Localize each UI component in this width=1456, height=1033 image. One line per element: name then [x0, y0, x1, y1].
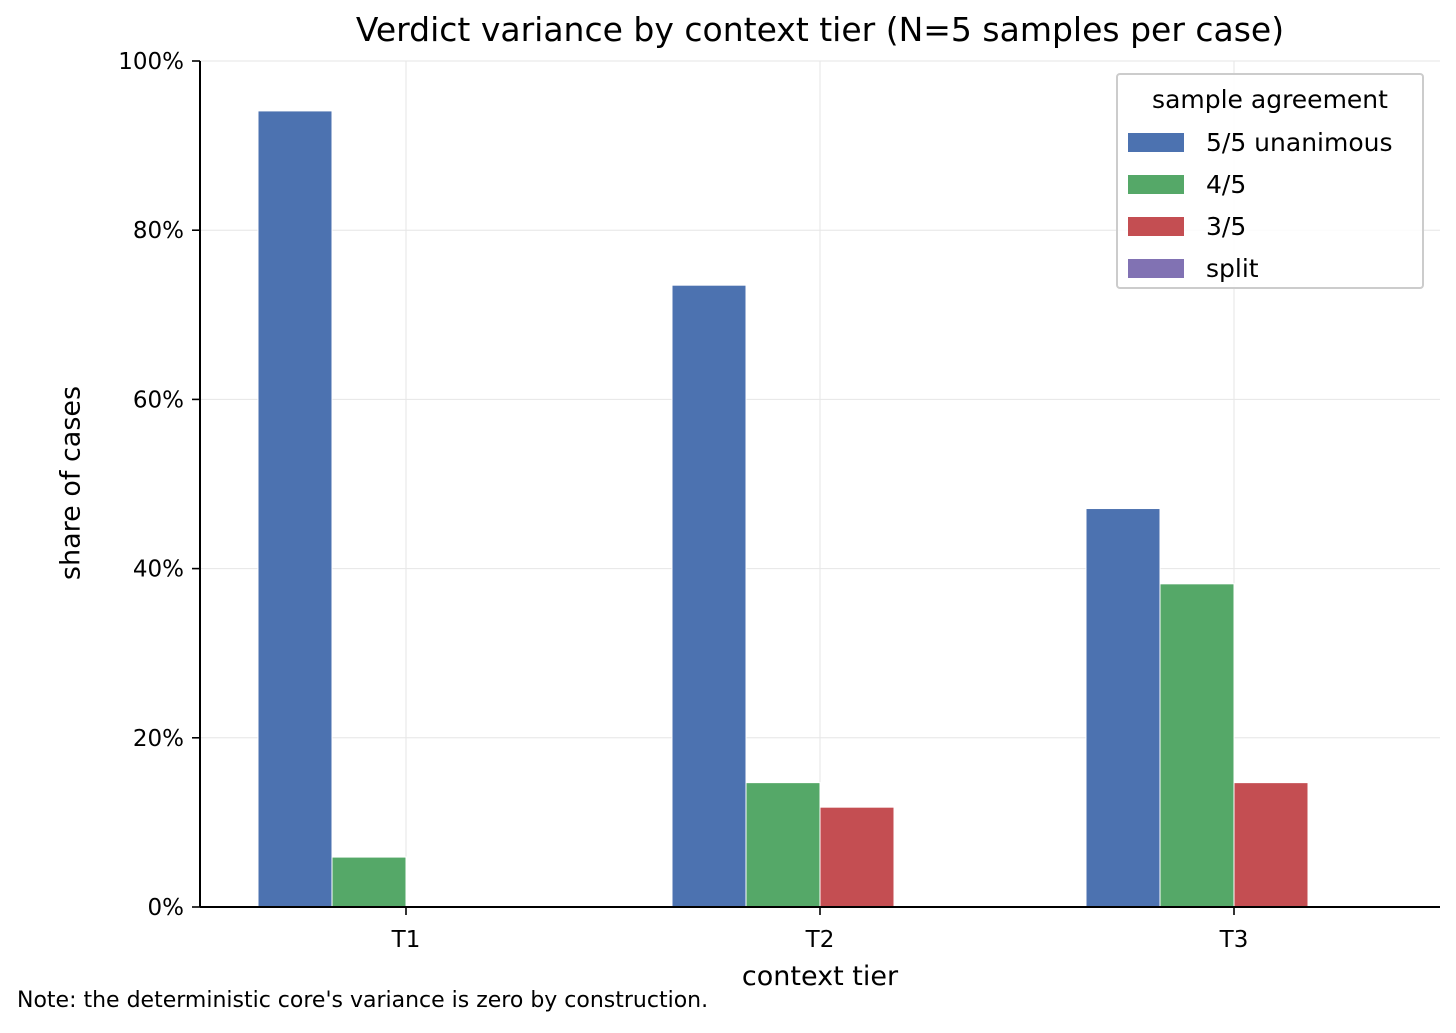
y-tick-label: 80%	[133, 218, 184, 244]
legend-swatch-split	[1128, 258, 1184, 278]
y-axis-label: share of cases	[55, 385, 87, 581]
bar-t1-series-0	[257, 110, 333, 908]
legend-label-split: split	[1206, 253, 1259, 283]
legend-item-3of5: 3/5	[1128, 211, 1246, 241]
y-tick-label: 40%	[133, 557, 184, 583]
bar-t2-series-1	[745, 782, 821, 908]
legend-label-4of5: 4/5	[1206, 169, 1247, 199]
bar-t3-series-0	[1085, 508, 1161, 908]
bar-t3-series-1	[1159, 583, 1235, 908]
x-tick-label-t2: T2	[805, 927, 835, 953]
legend-swatch-3of5	[1128, 216, 1184, 236]
legend-label-unanimous: 5/5 unanimous	[1206, 127, 1393, 157]
y-tick-label: 100%	[118, 49, 184, 75]
legend-swatch-unanimous	[1128, 132, 1184, 152]
x-tick-label-t1: T1	[391, 927, 421, 953]
bar-t2-series-0	[671, 284, 747, 908]
bars	[257, 110, 1309, 908]
x-tick-label-t3: T3	[1219, 927, 1249, 953]
bar-t2-series-2	[819, 806, 895, 908]
chart-title: Verdict variance by context tier (N=5 sa…	[355, 10, 1285, 49]
bar-t1-series-1	[331, 856, 407, 908]
legend-label-3of5: 3/5	[1206, 211, 1247, 241]
legend-item-split: split	[1128, 253, 1259, 283]
x-ticks: T1 T2 T3	[391, 907, 1249, 953]
legend-item-4of5: 4/5	[1128, 169, 1246, 199]
y-tick-label: 20%	[133, 726, 184, 752]
y-ticks: 0% 20% 40% 60% 80% 100%	[118, 49, 200, 921]
legend-swatch-4of5	[1128, 174, 1184, 194]
legend: sample agreement 5/5 unanimous 4/5 3/5 s…	[1116, 73, 1424, 289]
bar-t3-series-2	[1233, 782, 1309, 908]
x-axis-label: context tier	[741, 961, 899, 992]
grid-lines	[200, 60, 1440, 908]
y-tick-label: 60%	[133, 387, 184, 413]
legend-title: sample agreement	[1152, 85, 1388, 114]
footnote: Note: the deterministic core's variance …	[17, 988, 709, 1013]
y-tick-label: 0%	[148, 895, 185, 921]
legend-item-unanimous: 5/5 unanimous	[1128, 127, 1393, 157]
